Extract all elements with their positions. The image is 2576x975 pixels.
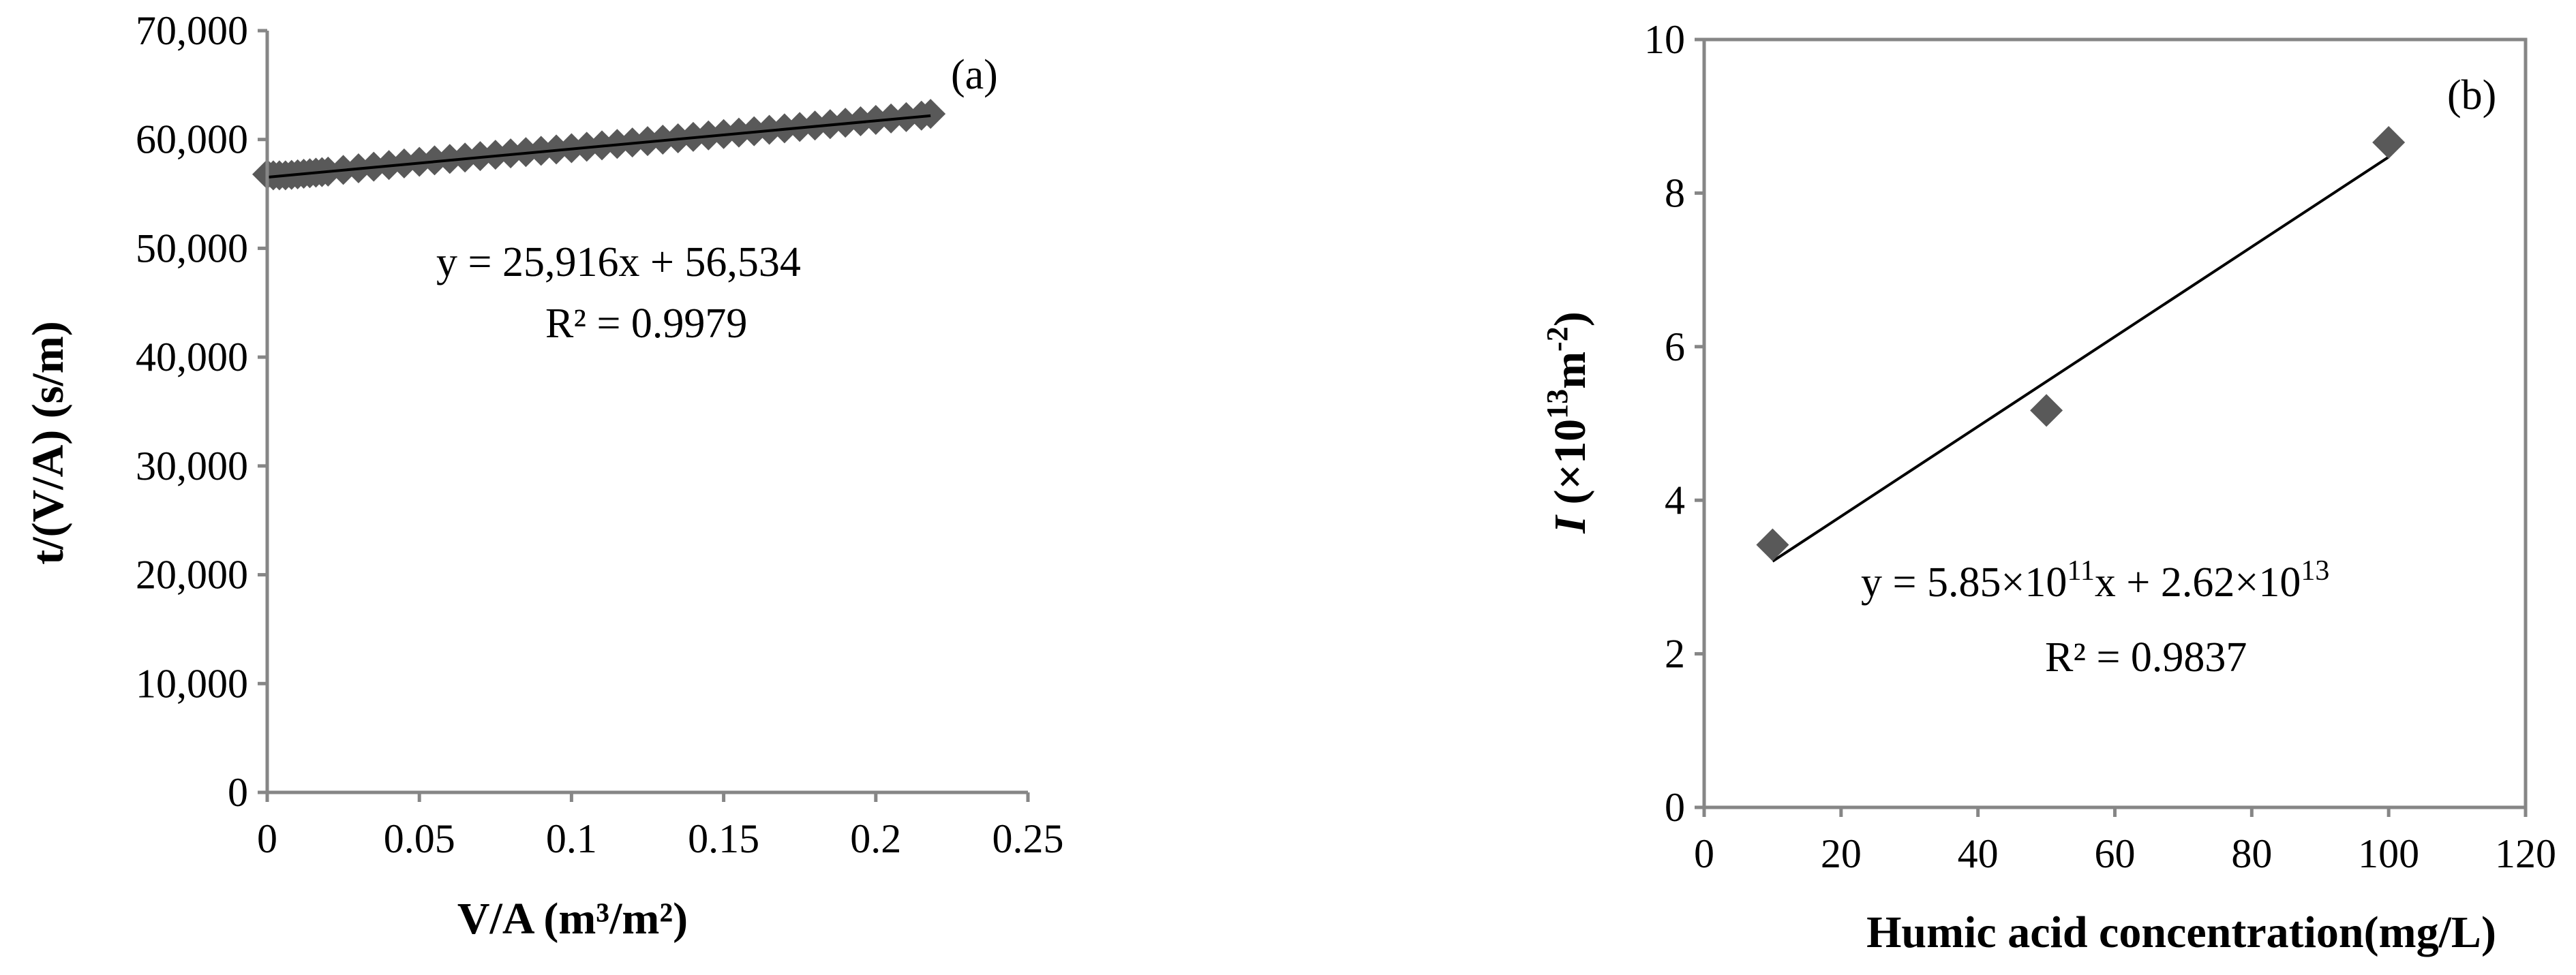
- chart-a-equation: y = 25,916x + 56,534: [436, 239, 801, 285]
- b-x-tick-label: 100: [2358, 831, 2419, 876]
- chart-b-y-label-rest: (×10: [1545, 419, 1595, 516]
- chart-a-x-ticks: 0 0.05 0.1 0.15 0.2 0.25: [257, 792, 1064, 861]
- chart-a-panel-label: (a): [951, 52, 998, 98]
- a-x-tick-label: 0: [257, 816, 277, 861]
- a-x-tick-label: 0.15: [688, 816, 759, 861]
- chart-b-equation: y = 5.85×1011x + 2.62×1013: [1861, 555, 2329, 606]
- chart-a: 0 10,000 20,000 30,000 40,000 50,000 60,000 70,…: [23, 8, 1064, 944]
- chart-b-equation-prefix: y = 5.85×10: [1861, 559, 2067, 606]
- b-x-tick-label: 60: [2095, 831, 2136, 876]
- b-y-tick-label: 0: [1665, 785, 1685, 830]
- chart-b-y-label-close: ): [1545, 311, 1595, 326]
- chart-b-marks: [1756, 126, 2406, 561]
- chart-b-r-squared: R² = 0.9837: [2045, 634, 2247, 681]
- chart-b-trendline: [1772, 155, 2390, 563]
- chart-a-r-squared: R² = 0.9979: [545, 300, 747, 347]
- b-y-tick-label: 4: [1665, 478, 1685, 523]
- chart-a-x-axis-label: V/A (m³/m²): [457, 894, 688, 944]
- a-x-tick-label: 0.2: [850, 816, 901, 861]
- chart-a-y-ticks: 0 10,000 20,000 30,000 40,000 50,000 60,000 70,…: [136, 8, 267, 815]
- b-x-tick-label: 80: [2231, 831, 2272, 876]
- a-data-point: [915, 99, 946, 129]
- b-x-tick-label: 120: [2495, 831, 2556, 876]
- a-x-tick-label: 0.05: [384, 816, 455, 861]
- chart-b-equation-mid: x + 2.62×10: [2095, 559, 2301, 606]
- chart-b-equation-sup2: 13: [2301, 555, 2329, 587]
- a-y-tick-label: 50,000: [136, 226, 248, 270]
- a-y-tick-label: 70,000: [136, 8, 248, 53]
- chart-b-y-label-symbol: I: [1545, 514, 1595, 534]
- chart-a-marks: [252, 99, 946, 191]
- b-x-tick-label: 20: [1821, 831, 1862, 876]
- a-y-tick-label: 40,000: [136, 335, 248, 380]
- chart-a-y-axis-label: t/(V/A) (s/m): [23, 321, 73, 564]
- chart-b-y-axis-label: I (×1013m-2): [1541, 311, 1595, 533]
- b-data-point: [2372, 126, 2406, 159]
- b-y-tick-label: 2: [1665, 632, 1685, 677]
- b-y-tick-label: 10: [1644, 17, 1685, 62]
- chart-b-y-label-sup: 13: [1541, 389, 1574, 419]
- a-y-tick-label: 20,000: [136, 553, 248, 598]
- b-data-point: [2030, 394, 2063, 427]
- b-y-tick-label: 8: [1665, 170, 1685, 215]
- a-x-tick-label: 0.1: [546, 816, 597, 861]
- chart-b-y-label-unit: m: [1545, 352, 1595, 389]
- chart-b-plot-frame: [1702, 37, 2528, 809]
- a-y-tick-label: 0: [228, 770, 248, 815]
- a-x-tick-label: 0.25: [992, 816, 1064, 861]
- b-data-point: [1756, 528, 1789, 561]
- a-y-tick-label: 60,000: [136, 117, 248, 162]
- chart-a-trendline: [267, 114, 931, 179]
- chart-b-panel-label: (b): [2447, 72, 2496, 119]
- chart-b-x-axis-label: Humic acid concentration(mg/L): [1866, 908, 2496, 957]
- chart-b-y-label-unit-sup: -2: [1541, 326, 1574, 352]
- chart-b-y-ticks: 0 2 4 6 8 10: [1644, 17, 1704, 830]
- a-y-tick-label: 30,000: [136, 444, 248, 489]
- chart-b-x-ticks: 0 20 40 60 80 100 120: [1694, 807, 2556, 876]
- b-x-tick-label: 0: [1694, 831, 1714, 876]
- b-y-tick-label: 6: [1665, 324, 1685, 369]
- b-x-tick-label: 40: [1958, 831, 1999, 876]
- a-y-tick-label: 10,000: [136, 661, 248, 706]
- chart-b-equation-sup1: 11: [2067, 555, 2094, 587]
